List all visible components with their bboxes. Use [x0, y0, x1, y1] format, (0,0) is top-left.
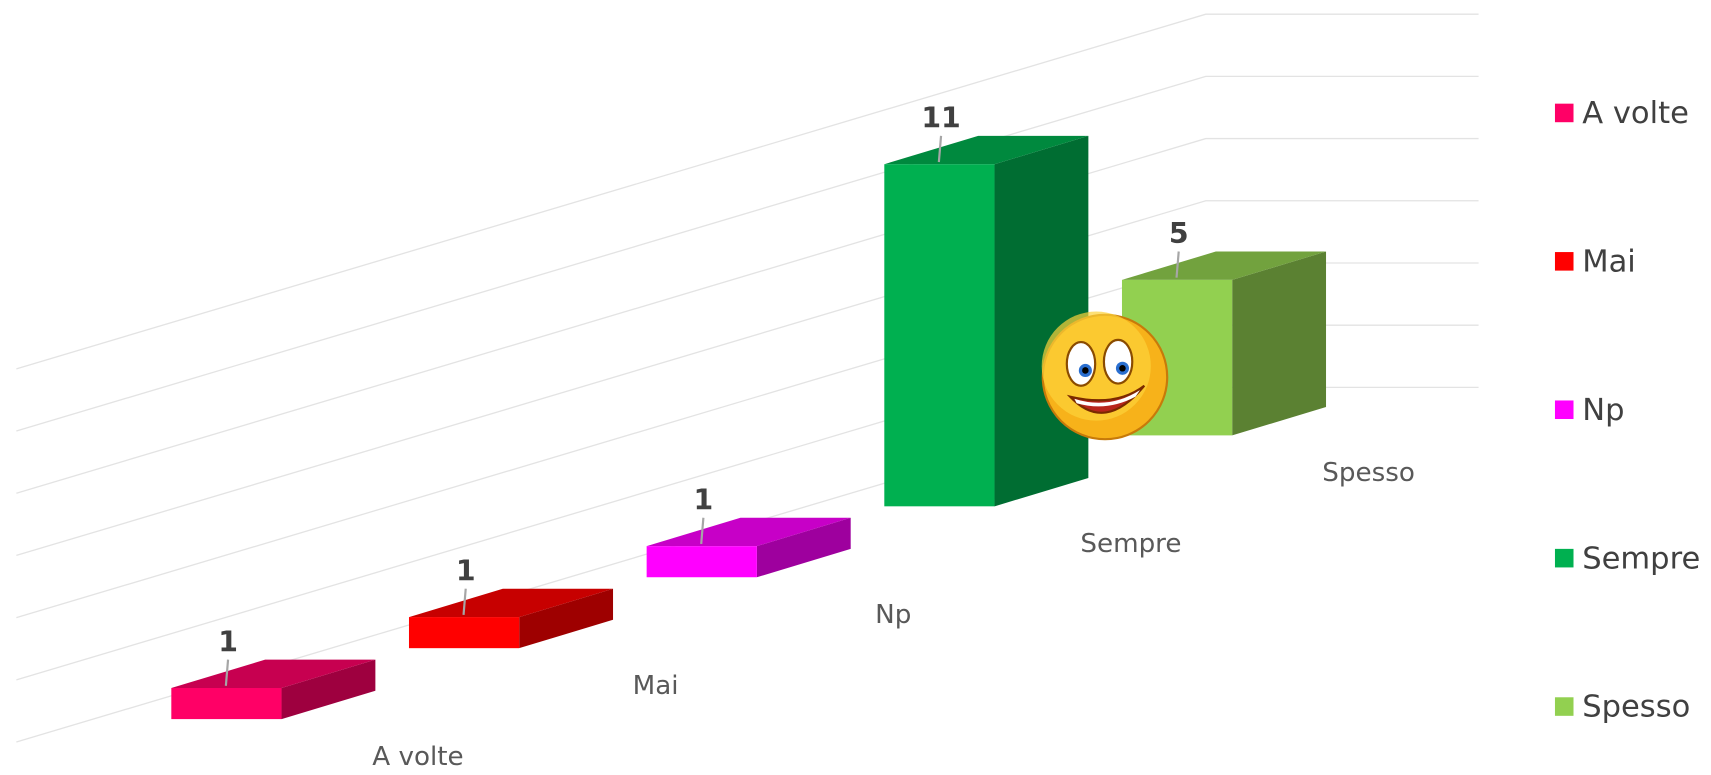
plot: 1 A volte 1 Mai 1 Np 11 Sempre 5 Spesso A volte Mai…: [16, 14, 1700, 772]
data-label: 1: [218, 625, 238, 658]
legend-label: Mai: [1582, 244, 1636, 279]
x-tick-label: Spesso: [1322, 458, 1415, 488]
x-tick-label: A volte: [372, 742, 463, 772]
chart: 1 A volte 1 Mai 1 Np 11 Sempre 5 Spesso A volte Mai…: [0, 0, 1711, 775]
legend-swatch: [1555, 252, 1574, 271]
data-label: 5: [1169, 217, 1189, 250]
bar-side: [1232, 252, 1326, 436]
data-label: 11: [921, 101, 960, 134]
data-label: 1: [694, 483, 714, 516]
legend-swatch: [1555, 104, 1574, 123]
legend-label: Spesso: [1582, 690, 1690, 725]
legend-swatch: [1555, 400, 1574, 419]
x-tick-label: Mai: [633, 671, 679, 701]
legend-label: Np: [1582, 393, 1624, 428]
bar: [409, 617, 519, 648]
data-label: 1: [456, 554, 476, 587]
bar: [171, 688, 281, 719]
bar: [884, 164, 994, 506]
page: {"chart_data": {"type": "bar3d", "catego…: [0, 0, 1711, 775]
legend-swatch: [1555, 549, 1574, 568]
legend-swatch: [1555, 697, 1574, 716]
x-tick-label: Np: [875, 600, 911, 630]
legend-label: A volte: [1582, 96, 1689, 131]
x-tick-label: Sempre: [1080, 529, 1181, 559]
bar: [647, 546, 757, 577]
legend-label: Sempre: [1582, 541, 1700, 576]
